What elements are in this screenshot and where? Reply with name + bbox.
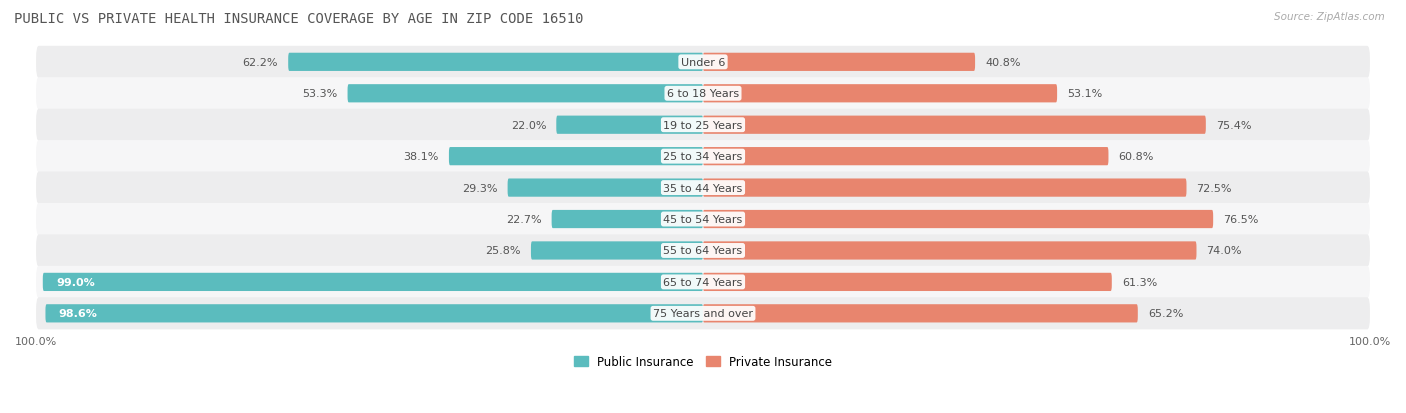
- Text: 72.5%: 72.5%: [1197, 183, 1232, 193]
- FancyBboxPatch shape: [288, 54, 703, 72]
- FancyBboxPatch shape: [703, 304, 1137, 323]
- Text: 75 Years and over: 75 Years and over: [652, 309, 754, 318]
- FancyBboxPatch shape: [37, 235, 1369, 267]
- Text: 40.8%: 40.8%: [986, 58, 1021, 68]
- FancyBboxPatch shape: [37, 298, 1369, 330]
- FancyBboxPatch shape: [703, 273, 1112, 291]
- Text: 22.7%: 22.7%: [506, 214, 541, 225]
- Text: 6 to 18 Years: 6 to 18 Years: [666, 89, 740, 99]
- FancyBboxPatch shape: [703, 148, 1108, 166]
- Text: Under 6: Under 6: [681, 58, 725, 68]
- Text: 76.5%: 76.5%: [1223, 214, 1258, 225]
- FancyBboxPatch shape: [449, 148, 703, 166]
- Text: 22.0%: 22.0%: [510, 121, 547, 131]
- Legend: Public Insurance, Private Insurance: Public Insurance, Private Insurance: [569, 350, 837, 373]
- Text: 65.2%: 65.2%: [1147, 309, 1184, 318]
- FancyBboxPatch shape: [508, 179, 703, 197]
- FancyBboxPatch shape: [45, 304, 703, 323]
- Text: 99.0%: 99.0%: [56, 277, 94, 287]
- FancyBboxPatch shape: [551, 210, 703, 228]
- Text: 45 to 54 Years: 45 to 54 Years: [664, 214, 742, 225]
- FancyBboxPatch shape: [37, 47, 1369, 79]
- Text: 38.1%: 38.1%: [404, 152, 439, 162]
- FancyBboxPatch shape: [703, 210, 1213, 228]
- Text: 74.0%: 74.0%: [1206, 246, 1241, 256]
- FancyBboxPatch shape: [531, 242, 703, 260]
- FancyBboxPatch shape: [703, 54, 976, 72]
- Text: 62.2%: 62.2%: [243, 58, 278, 68]
- Text: 25.8%: 25.8%: [485, 246, 522, 256]
- Text: 75.4%: 75.4%: [1216, 121, 1251, 131]
- FancyBboxPatch shape: [42, 273, 703, 291]
- FancyBboxPatch shape: [703, 85, 1057, 103]
- FancyBboxPatch shape: [37, 172, 1369, 204]
- Text: 53.1%: 53.1%: [1067, 89, 1102, 99]
- Text: 61.3%: 61.3%: [1122, 277, 1157, 287]
- Text: 98.6%: 98.6%: [59, 309, 97, 318]
- Text: 60.8%: 60.8%: [1118, 152, 1154, 162]
- FancyBboxPatch shape: [703, 179, 1187, 197]
- FancyBboxPatch shape: [703, 116, 1206, 135]
- Text: 29.3%: 29.3%: [463, 183, 498, 193]
- Text: 65 to 74 Years: 65 to 74 Years: [664, 277, 742, 287]
- FancyBboxPatch shape: [37, 266, 1369, 298]
- FancyBboxPatch shape: [37, 109, 1369, 141]
- Text: 35 to 44 Years: 35 to 44 Years: [664, 183, 742, 193]
- Text: 25 to 34 Years: 25 to 34 Years: [664, 152, 742, 162]
- Text: 53.3%: 53.3%: [302, 89, 337, 99]
- FancyBboxPatch shape: [703, 242, 1197, 260]
- FancyBboxPatch shape: [37, 204, 1369, 235]
- Text: PUBLIC VS PRIVATE HEALTH INSURANCE COVERAGE BY AGE IN ZIP CODE 16510: PUBLIC VS PRIVATE HEALTH INSURANCE COVER…: [14, 12, 583, 26]
- FancyBboxPatch shape: [557, 116, 703, 135]
- FancyBboxPatch shape: [347, 85, 703, 103]
- Text: Source: ZipAtlas.com: Source: ZipAtlas.com: [1274, 12, 1385, 22]
- Text: 55 to 64 Years: 55 to 64 Years: [664, 246, 742, 256]
- Text: 19 to 25 Years: 19 to 25 Years: [664, 121, 742, 131]
- FancyBboxPatch shape: [37, 141, 1369, 173]
- FancyBboxPatch shape: [37, 78, 1369, 110]
